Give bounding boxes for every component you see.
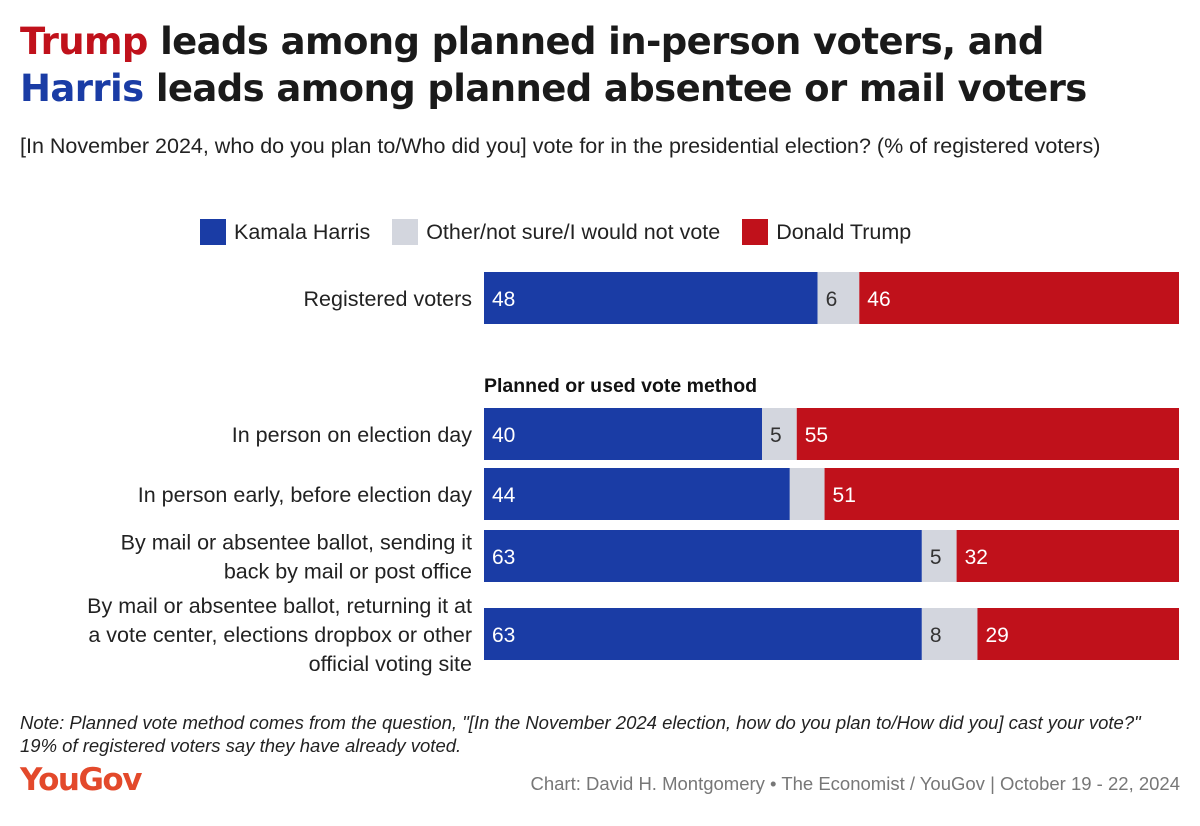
legend-swatch (742, 219, 769, 245)
bar-segment (484, 530, 922, 582)
category-label: Registered voters (304, 287, 473, 311)
data-label: 51 (833, 484, 856, 507)
bar-segment (977, 608, 1179, 660)
bar-segment (956, 530, 1179, 582)
category-label: In person on election day (232, 423, 472, 447)
category-label: In person early, before election day (138, 483, 472, 507)
bar-segment (921, 608, 978, 660)
bar-segment (484, 468, 790, 520)
yougov-logo: YouGov (20, 762, 142, 798)
data-label: 63 (492, 624, 515, 647)
title-harris: Harris (20, 67, 144, 110)
group-label: Planned or used vote method (484, 375, 757, 397)
data-label: 6 (826, 288, 838, 311)
bar-segment (484, 608, 922, 660)
chart-subtitle: [In November 2024, who do you plan to/Wh… (20, 134, 1101, 158)
category-label: back by mail or post office (224, 560, 472, 584)
footnote: Note: Planned vote method comes from the… (20, 712, 1141, 756)
data-label: 44 (492, 484, 516, 507)
bar-segment (817, 272, 860, 324)
data-label: 63 (492, 546, 515, 569)
legend-swatch (392, 219, 419, 245)
legend-label: Donald Trump (776, 219, 912, 244)
data-label: 55 (805, 424, 828, 447)
data-label: 5 (770, 424, 782, 447)
category-label: official voting site (309, 652, 472, 676)
category-label: a vote center, elections dropbox or othe… (88, 623, 472, 647)
chart-credit: Chart: David H. Montgomery • The Economi… (530, 773, 1180, 794)
bar-segment (789, 468, 825, 520)
title-line1-rest: leads among planned in-person voters, an… (147, 20, 1044, 63)
legend-item: Donald Trump (742, 219, 911, 245)
stacked-bar-chart: Planned or used vote method Registered vo… (87, 272, 1179, 676)
bar-segment (859, 272, 1179, 324)
legend-swatch (200, 219, 226, 245)
bar-segment (484, 272, 818, 324)
legend: Kamala Harris Other/not sure/I would not … (200, 217, 933, 247)
data-label: 46 (867, 288, 890, 311)
legend-item: Kamala Harris (200, 219, 370, 245)
title-trump: Trump (20, 20, 148, 63)
data-label: 5 (930, 546, 942, 569)
bar-segment (796, 408, 1179, 460)
legend-label: Other/not sure/I would not vote (426, 219, 721, 244)
data-label: 32 (965, 546, 988, 569)
category-label: By mail or absentee ballot, returning it… (87, 594, 472, 618)
title-line2-rest: leads among planned absentee or mail vot… (143, 67, 1087, 110)
legend-item: Other/not sure/I would not vote (392, 219, 720, 245)
bar-segment (921, 530, 957, 582)
bar-segment (824, 468, 1179, 520)
data-label: 48 (492, 288, 515, 311)
legend-label: Kamala Harris (234, 219, 371, 244)
data-label: 29 (985, 624, 1008, 647)
bar-segment (762, 408, 797, 460)
data-label: 40 (492, 424, 515, 447)
category-label: By mail or absentee ballot, sending it (121, 531, 472, 555)
bar-segment (484, 408, 762, 460)
data-label: 8 (930, 624, 942, 647)
chart-title: Trump leads among planned in-person vote… (20, 18, 1180, 112)
